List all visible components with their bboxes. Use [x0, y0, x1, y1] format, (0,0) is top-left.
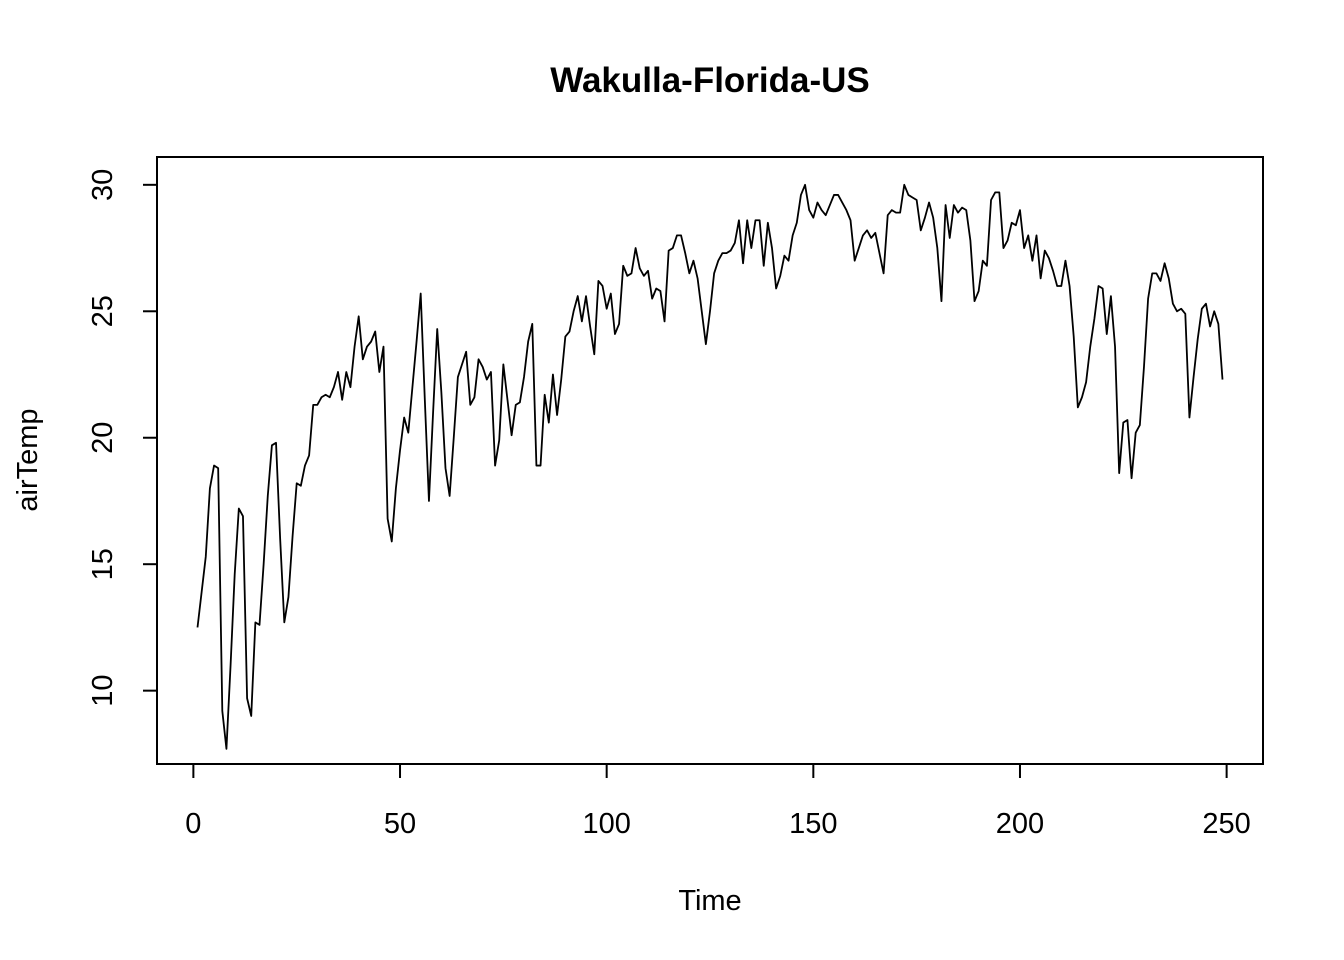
x-tick-label: 150 — [789, 808, 837, 840]
plot-frame — [156, 156, 1264, 765]
y-axis: 10 15 20 25 30 — [87, 169, 157, 707]
y-tick-label: 30 — [87, 169, 119, 201]
x-tick-label: 50 — [384, 808, 416, 840]
y-tick-label: 25 — [87, 295, 119, 327]
x-tick-label: 250 — [1202, 808, 1250, 840]
y-tick-label: 10 — [87, 675, 119, 707]
x-axis-label: Time — [678, 885, 741, 917]
chart-title: Wakulla-Florida-US — [550, 61, 870, 100]
y-tick-label: 15 — [87, 548, 119, 580]
series-points — [197, 184, 1224, 750]
x-tick-label: 0 — [185, 808, 201, 840]
x-tick-label: 100 — [582, 808, 630, 840]
series-line — [196, 183, 1224, 750]
x-axis: 0 50 100 150 200 250 — [185, 763, 1251, 840]
y-tick-label: 20 — [87, 422, 119, 454]
x-tick-label: 200 — [996, 808, 1044, 840]
y-axis-label: airTemp — [12, 408, 44, 511]
